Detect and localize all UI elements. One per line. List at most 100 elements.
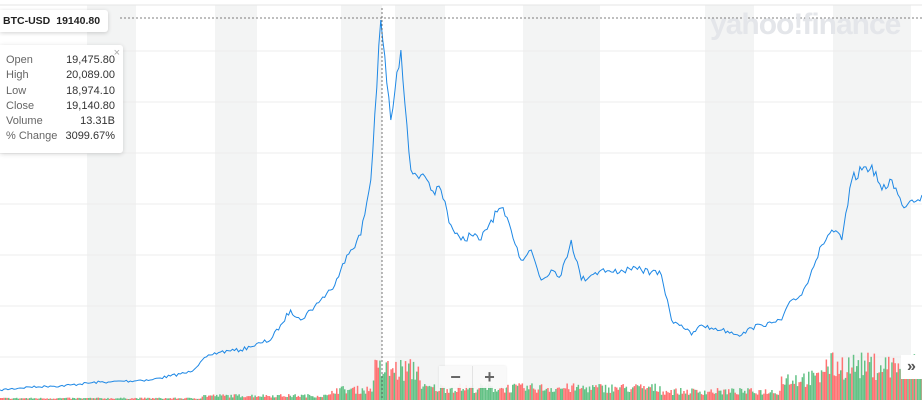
volume-bar xyxy=(588,386,591,400)
volume-bar xyxy=(1,398,4,400)
volume-bar xyxy=(800,381,802,400)
volume-bar xyxy=(889,377,892,400)
volume-bar xyxy=(185,397,188,400)
volume-bar xyxy=(404,361,407,400)
volume-bar xyxy=(81,398,84,400)
volume-bar xyxy=(382,373,384,400)
volume-bar xyxy=(363,390,365,400)
volume-bar xyxy=(777,394,780,400)
volume-bar xyxy=(744,390,746,400)
volume-bar xyxy=(379,360,381,400)
volume-bar xyxy=(646,388,648,400)
volume-bar xyxy=(881,372,884,400)
volume-bar xyxy=(892,357,895,400)
volume-bar xyxy=(302,395,304,400)
volume-bar xyxy=(833,375,836,400)
volume-bar xyxy=(848,357,850,400)
ticker-symbol: BTC-USD xyxy=(3,15,51,27)
volume-bar xyxy=(236,395,239,400)
volume-bar xyxy=(0,398,2,400)
volume-bar xyxy=(380,376,383,400)
volume-bar xyxy=(369,388,372,400)
volume-bar xyxy=(516,385,519,400)
volume-bar xyxy=(27,398,29,400)
volume-bar xyxy=(65,397,68,400)
volume-bar xyxy=(73,398,76,400)
volume-bar xyxy=(110,398,112,400)
volume-bar xyxy=(252,397,255,400)
zoom-out-button[interactable]: − xyxy=(450,366,461,387)
volume-bar xyxy=(854,371,856,400)
volume-bar xyxy=(672,395,674,400)
volume-bar xyxy=(619,387,621,400)
tooltip-label: Open xyxy=(6,54,33,66)
volume-bar xyxy=(649,387,652,400)
volume-bar xyxy=(620,385,623,400)
volume-bar xyxy=(83,398,85,400)
volume-bar xyxy=(696,389,698,400)
volume-bar xyxy=(355,393,357,400)
volume-bar xyxy=(585,387,588,400)
volume-bar xyxy=(329,394,332,400)
volume-bar xyxy=(358,393,360,400)
volume-bar xyxy=(731,388,733,400)
volume-bar xyxy=(505,387,508,400)
volume-bar xyxy=(830,353,832,400)
volume-bar xyxy=(443,386,445,400)
volume-bar xyxy=(508,392,511,400)
volume-bar xyxy=(352,387,354,400)
volume-bar xyxy=(712,392,714,400)
volume-bar xyxy=(454,390,456,400)
volume-bar xyxy=(241,396,244,400)
volume-bar xyxy=(56,398,58,400)
volume-bar xyxy=(337,393,340,400)
close-icon[interactable]: × xyxy=(113,47,120,59)
volume-bar xyxy=(636,385,639,400)
volume-bar xyxy=(209,395,212,400)
volume-bar xyxy=(544,390,546,400)
volume-bar xyxy=(470,386,472,400)
expand-button[interactable]: » xyxy=(901,355,922,379)
volume-bar xyxy=(435,391,437,400)
volume-bar xyxy=(206,396,208,400)
volume-bar xyxy=(43,398,45,400)
volume-bar xyxy=(648,386,650,400)
volume-bar xyxy=(729,392,732,400)
volume-bar xyxy=(723,389,725,400)
volume-bar xyxy=(886,369,888,400)
volume-bar xyxy=(683,391,685,400)
volume-bar xyxy=(156,398,159,400)
volume-bar xyxy=(54,398,56,400)
volume-bar xyxy=(118,398,120,400)
volume-bar xyxy=(235,394,237,400)
volume-bar xyxy=(144,397,146,400)
volume-bar xyxy=(307,394,309,400)
volume-bars xyxy=(0,352,922,400)
volume-bar xyxy=(720,390,722,400)
volume-bar xyxy=(187,397,189,400)
volume-bar xyxy=(680,388,682,400)
volume-bar xyxy=(190,398,192,400)
volume-bar xyxy=(467,389,469,400)
volume-bar xyxy=(448,392,450,400)
volume-bar xyxy=(344,389,346,400)
volume-bar xyxy=(273,397,276,400)
volume-bar xyxy=(580,388,583,400)
volume-bar xyxy=(224,395,226,400)
tooltip-row: % Change 3099.67% xyxy=(6,129,123,144)
volume-bar xyxy=(384,372,386,400)
volume-bar xyxy=(444,393,447,400)
volume-bar xyxy=(169,398,172,400)
volume-bar xyxy=(651,384,653,400)
volume-bar xyxy=(760,390,762,400)
volume-bar xyxy=(747,388,749,400)
volume-bar xyxy=(64,398,66,400)
period-band xyxy=(395,5,445,400)
volume-bar xyxy=(870,356,872,400)
zoom-in-button[interactable]: + xyxy=(472,366,506,388)
volume-bar xyxy=(531,383,533,400)
volume-bar xyxy=(168,398,170,400)
volume-bar xyxy=(233,394,236,400)
volume-bar xyxy=(270,397,272,400)
